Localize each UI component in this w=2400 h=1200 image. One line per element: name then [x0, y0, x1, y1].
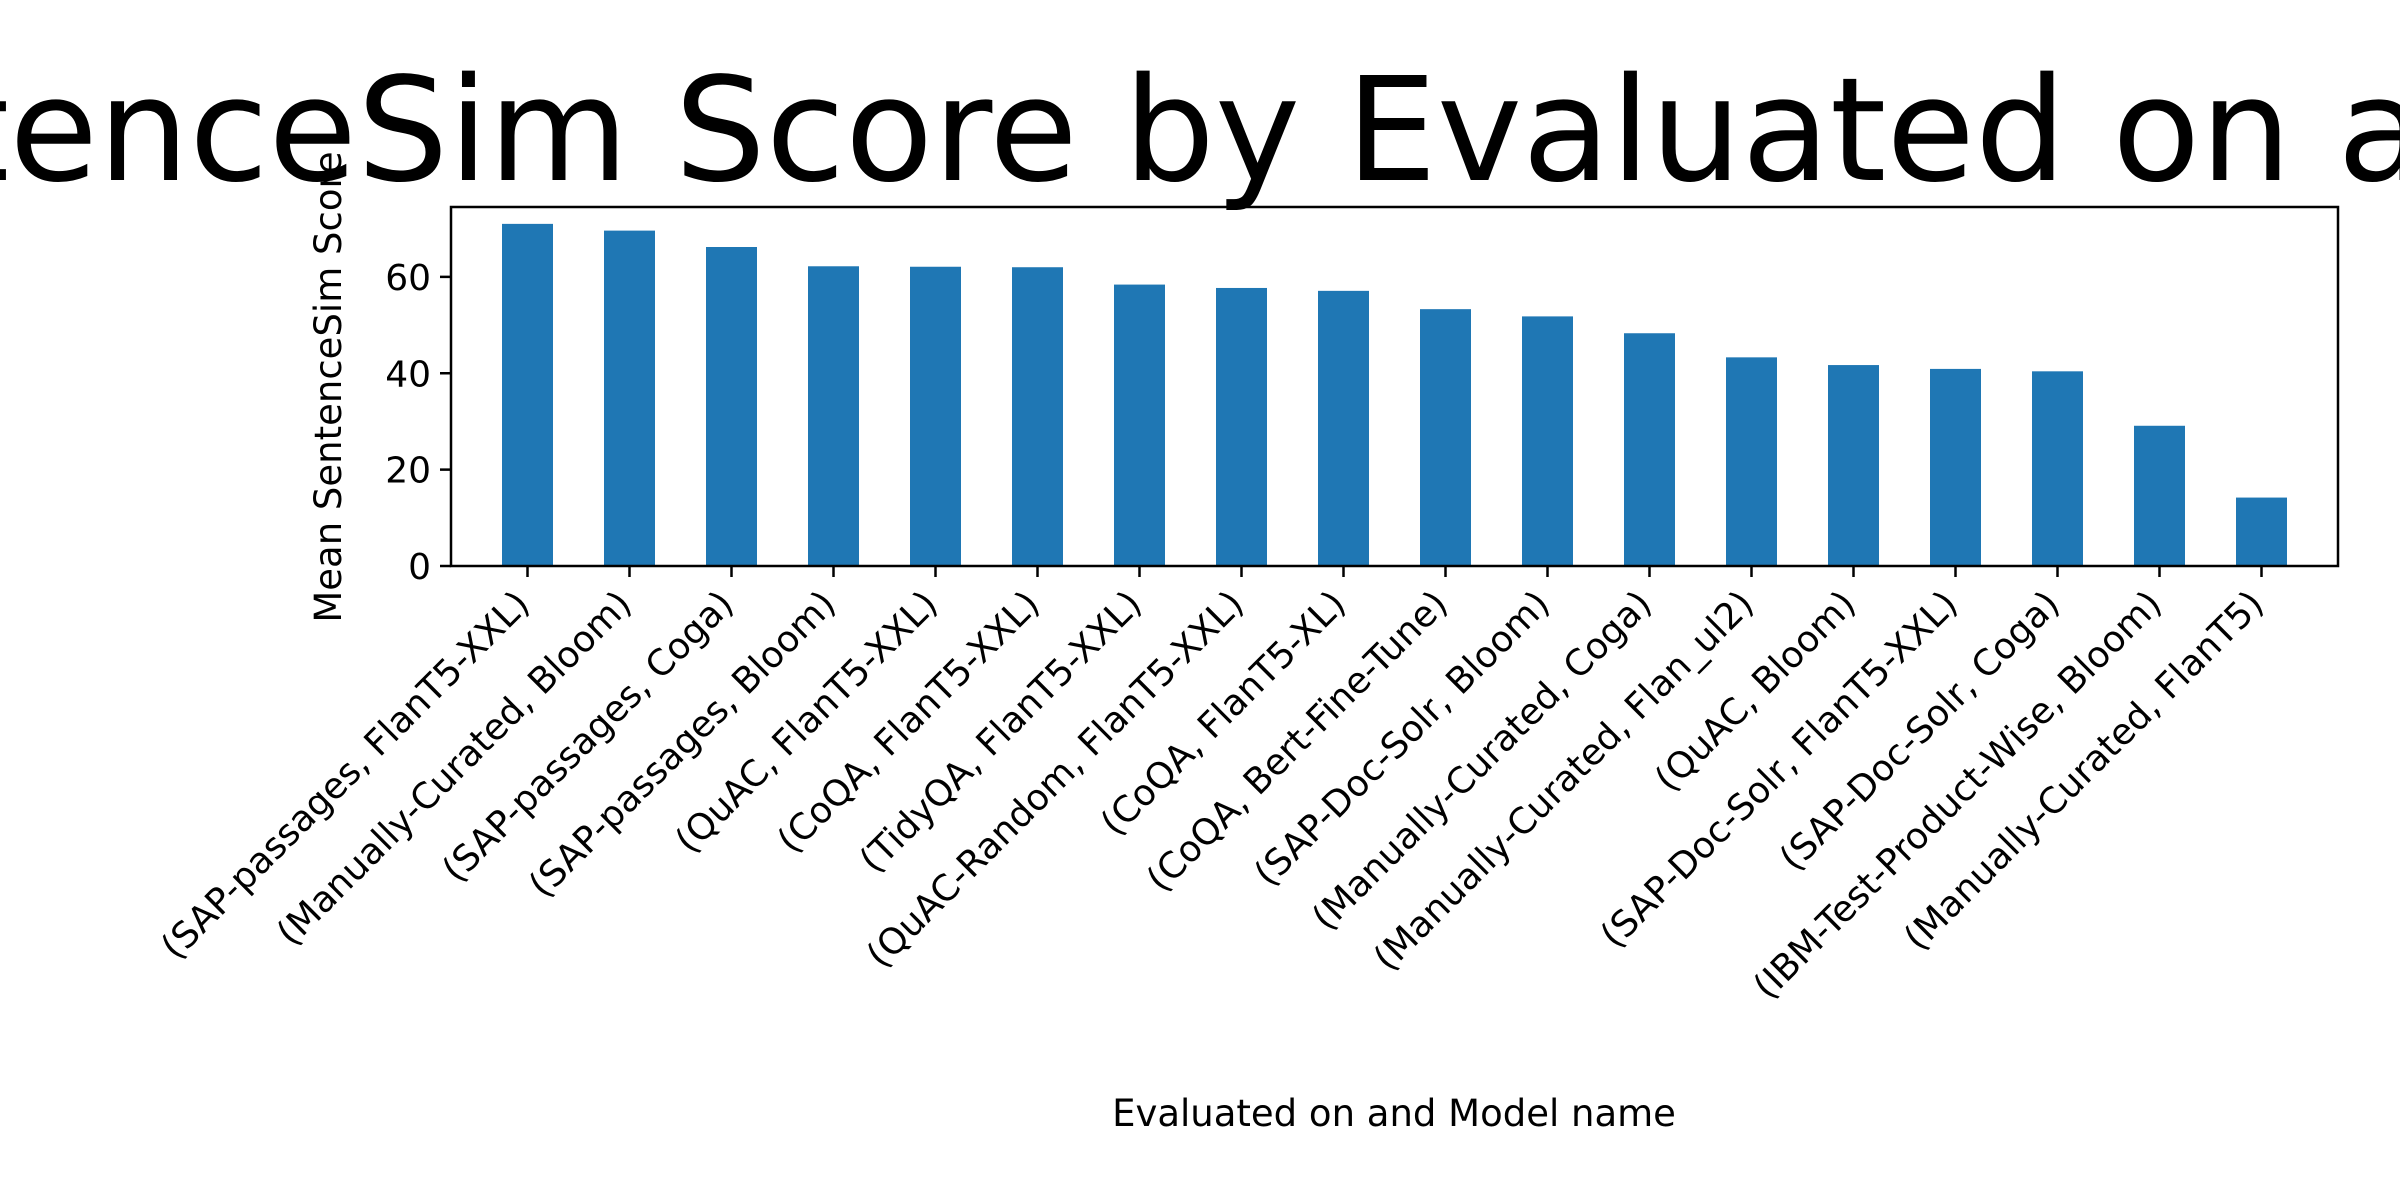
bar — [1318, 290, 1369, 566]
bar — [1420, 309, 1471, 566]
bar — [2236, 497, 2287, 566]
bar — [2032, 371, 2083, 566]
bar — [1624, 333, 1675, 566]
bar — [808, 266, 859, 566]
bar — [1012, 267, 1063, 566]
y-tick-label: 0 — [408, 547, 431, 588]
bar — [706, 247, 757, 566]
bar — [1930, 368, 1981, 566]
bar — [502, 223, 553, 566]
bars-group — [502, 223, 2287, 567]
y-tick-label: 20 — [385, 451, 431, 492]
y-tick-label: 60 — [385, 258, 431, 299]
y-axis: 0 20 40 60 — [385, 258, 451, 588]
bar — [1522, 316, 1573, 566]
bar — [2134, 425, 2185, 566]
bar — [604, 230, 655, 567]
bar — [1828, 365, 1879, 566]
bar — [910, 266, 961, 566]
plot-frame — [449, 205, 2340, 568]
bar — [1216, 287, 1267, 566]
x-axis-label: Evaluated on and Model name — [1112, 1092, 1676, 1135]
y-axis-label: Mean SentenceSim Score — [307, 151, 350, 622]
bar — [1114, 284, 1165, 566]
chart-title: Mean SentenceSim Score by Evaluated on a… — [0, 46, 2400, 214]
y-tick-label: 40 — [385, 354, 431, 395]
bar — [1726, 357, 1777, 566]
